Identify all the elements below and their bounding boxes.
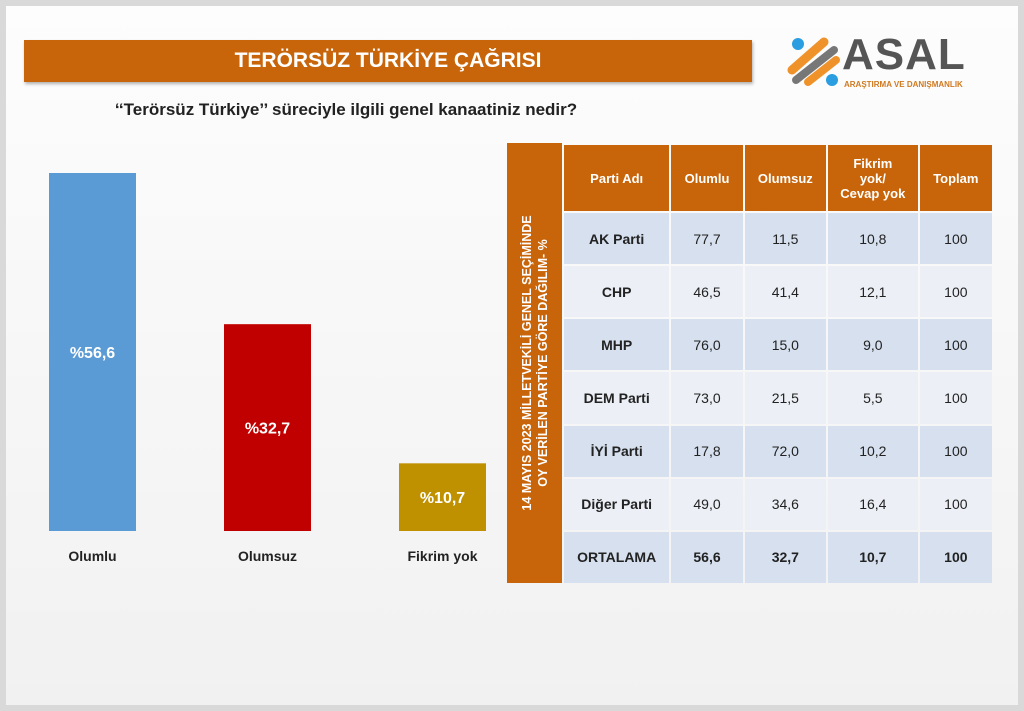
table-cell: 15,0 bbox=[744, 319, 826, 371]
data-label: %56,6 bbox=[70, 345, 115, 362]
data-label: %32,7 bbox=[245, 421, 290, 438]
table-cell: 100 bbox=[919, 425, 992, 477]
column-header: Parti Adı bbox=[564, 145, 670, 211]
category-label: Olumsuz bbox=[238, 548, 297, 564]
party-name: ORTALAMA bbox=[564, 531, 670, 583]
party-name: MHP bbox=[564, 319, 670, 371]
table-cell: 73,0 bbox=[671, 372, 743, 424]
table-row: MHP 76,0 15,0 9,0 100 bbox=[564, 319, 992, 371]
table-cell: 46,5 bbox=[671, 266, 743, 318]
data-label: %10,7 bbox=[420, 490, 465, 507]
column-header: Toplam bbox=[919, 145, 992, 211]
table-cell: 12,1 bbox=[827, 266, 918, 318]
bar-0 bbox=[49, 173, 136, 531]
title-bar: TERÖRSÜZ TÜRKİYE ÇAĞRISI bbox=[24, 40, 752, 82]
side-label-line-1: 14 MAYIS 2023 MİLLETVEKİLİ GENEL SEÇİMİN… bbox=[519, 215, 534, 511]
category-label: Fikrim yok bbox=[407, 548, 477, 564]
table-cell: 32,7 bbox=[744, 531, 826, 583]
table-cell: 49,0 bbox=[671, 478, 743, 530]
table-cell: 34,6 bbox=[744, 478, 826, 530]
category-label: Olumlu bbox=[68, 548, 116, 564]
party-name: İYİ Parti bbox=[564, 425, 670, 477]
table-cell: 11,5 bbox=[744, 213, 826, 265]
column-header: Olumsuz bbox=[744, 145, 826, 211]
party-name: CHP bbox=[564, 266, 670, 318]
column-header: Olumlu bbox=[671, 145, 743, 211]
table-row: İYİ Parti 17,8 72,0 10,2 100 bbox=[564, 425, 992, 477]
table-cell: 10,8 bbox=[827, 213, 918, 265]
table-cell: 41,4 bbox=[744, 266, 826, 318]
party-name: AK Parti bbox=[564, 213, 670, 265]
column-header: Fikrim yok/Cevap yok bbox=[827, 145, 918, 211]
page-title: TERÖRSÜZ TÜRKİYE ÇAĞRISI bbox=[234, 49, 542, 72]
table-cell: 100 bbox=[919, 213, 992, 265]
table-cell: 17,8 bbox=[671, 425, 743, 477]
table-row: ORTALAMA 56,6 32,7 10,7 100 bbox=[564, 531, 992, 583]
asal-logo: ASAL ARAŞTIRMA VE DANIŞMANLIK bbox=[784, 30, 984, 92]
question: ‘‘Terörsüz Türkiye’’ süreciyle ilgili ge… bbox=[114, 100, 578, 119]
party-name: DEM Parti bbox=[564, 372, 670, 424]
table-cell: 100 bbox=[919, 478, 992, 530]
bar-1 bbox=[224, 324, 311, 531]
logo-tagline: ARAŞTIRMA VE DANIŞMANLIK bbox=[844, 80, 963, 89]
party-name: Diğer Parti bbox=[564, 478, 670, 530]
table-cell: 76,0 bbox=[671, 319, 743, 371]
bar-chart: %56,6 Olumlu %32,7 Olumsuz %10,7 Fikrim yok bbox=[49, 173, 486, 564]
table-cell: 100 bbox=[919, 266, 992, 318]
slide: TERÖRSÜZ TÜRKİYE ÇAĞRISI ‘‘Terörsüz Türk… bbox=[6, 6, 1018, 705]
table-cell: 56,6 bbox=[671, 531, 743, 583]
bar-2 bbox=[399, 463, 486, 531]
table-row: DEM Parti 73,0 21,5 5,5 100 bbox=[564, 372, 992, 424]
table-side-label: 14 MAYIS 2023 MİLLETVEKİLİ GENEL SEÇİMİN… bbox=[507, 143, 562, 583]
side-label-line-2: OY VERİLEN PARTİYE GÖRE DAĞILIM- % bbox=[535, 239, 550, 487]
table-row: AK Parti 77,7 11,5 10,8 100 bbox=[564, 213, 992, 265]
table-cell: 100 bbox=[919, 319, 992, 371]
table-cell: 10,7 bbox=[827, 531, 918, 583]
table-cell: 9,0 bbox=[827, 319, 918, 371]
logo-name: ASAL bbox=[842, 30, 966, 79]
table-cell: 21,5 bbox=[744, 372, 826, 424]
party-table: Parti Adı Olumlu Olumsuz Fikrim yok/Cevap yo… bbox=[562, 143, 994, 585]
table-cell: 100 bbox=[919, 531, 992, 583]
table-cell: 77,7 bbox=[671, 213, 743, 265]
table-cell: 10,2 bbox=[827, 425, 918, 477]
table-row: CHP 46,5 41,4 12,1 100 bbox=[564, 266, 992, 318]
table-cell: 16,4 bbox=[827, 478, 918, 530]
table-cell: 72,0 bbox=[744, 425, 826, 477]
logo-mark-icon bbox=[787, 37, 840, 86]
table-cell: 5,5 bbox=[827, 372, 918, 424]
table-cell: 100 bbox=[919, 372, 992, 424]
table-row: Diğer Parti 49,0 34,6 16,4 100 bbox=[564, 478, 992, 530]
